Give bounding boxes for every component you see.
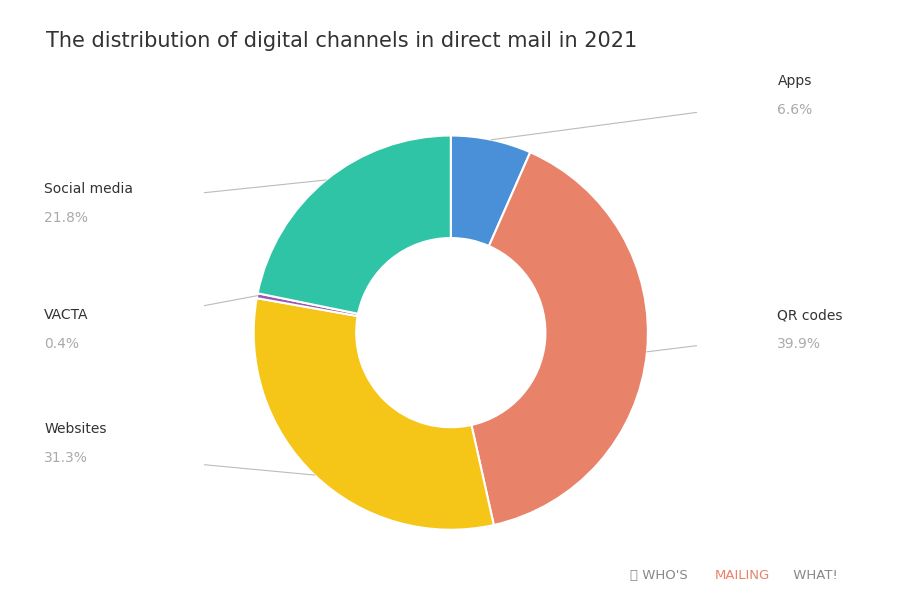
Text: 31.3%: 31.3% — [44, 451, 88, 465]
Text: 6.6%: 6.6% — [777, 103, 811, 117]
Text: Apps: Apps — [777, 74, 811, 88]
Text: MAILING: MAILING — [714, 569, 769, 582]
Wedge shape — [254, 298, 494, 530]
Text: The distribution of digital channels in direct mail in 2021: The distribution of digital channels in … — [46, 31, 637, 51]
Text: Websites: Websites — [44, 422, 107, 436]
Wedge shape — [257, 136, 450, 314]
Text: 21.8%: 21.8% — [44, 211, 88, 225]
Text: 39.9%: 39.9% — [777, 337, 821, 351]
Wedge shape — [256, 293, 357, 316]
Text: 💡 WHO'S: 💡 WHO'S — [630, 569, 691, 582]
Text: QR codes: QR codes — [777, 308, 842, 322]
Text: Social media: Social media — [44, 182, 133, 196]
Text: 0.4%: 0.4% — [44, 337, 79, 351]
Wedge shape — [450, 136, 529, 246]
Wedge shape — [471, 152, 647, 525]
Text: WHAT!: WHAT! — [789, 569, 836, 582]
Text: VACTA: VACTA — [44, 308, 88, 322]
